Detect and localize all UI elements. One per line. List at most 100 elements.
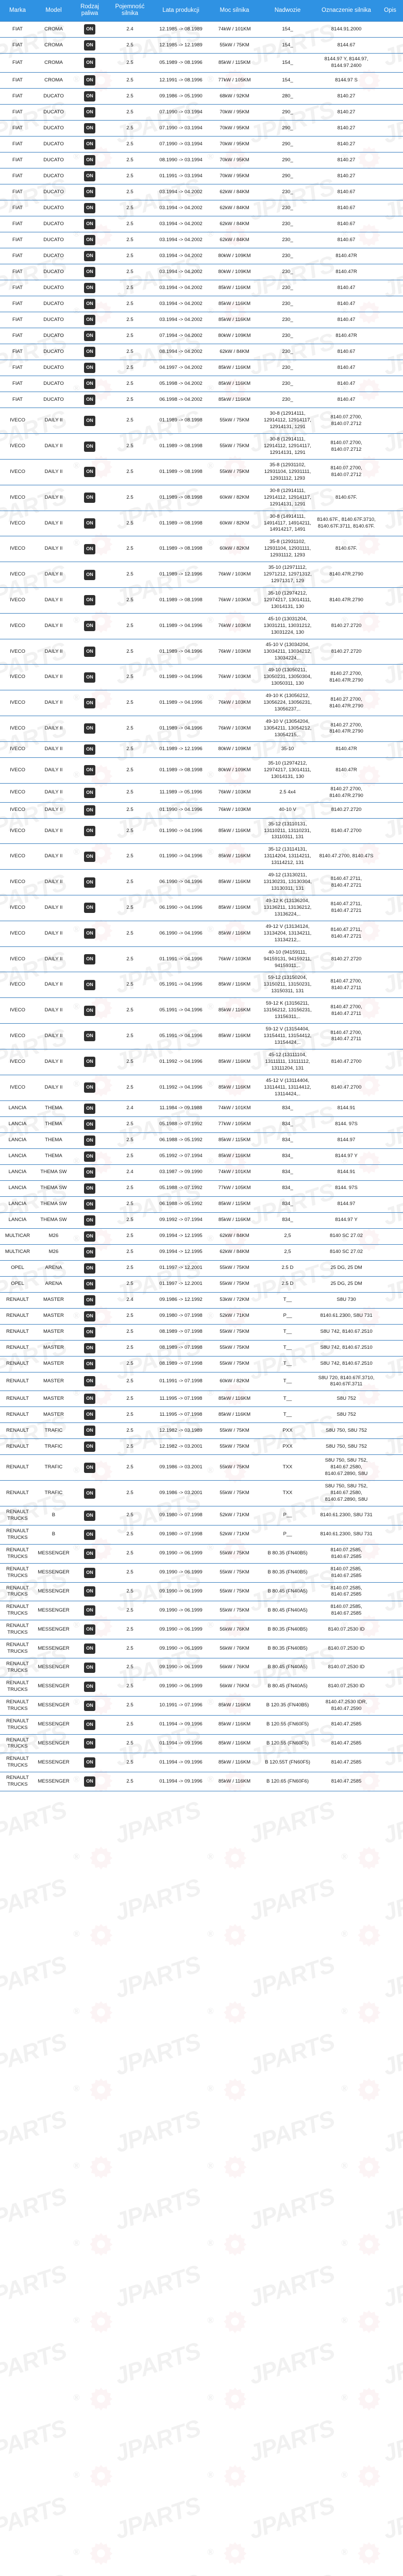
table-row[interactable]: RENAULT TRUCKS MESSENGER ON 2.5 09.1990 -> 0… [0, 1544, 403, 1564]
table-row[interactable]: IVECO DAILY II ON 2.5 01.1989 -> 08.1998 55kW… [0, 433, 403, 460]
table-row[interactable]: RENAULT TRUCKS MESSENGER ON 2.5 09.1990 -> 0… [0, 1676, 403, 1697]
table-row[interactable]: FIAT CROMA ON 2.5 12.1985 -> 12.1989 55kW / 7… [0, 37, 403, 54]
table-row[interactable]: RENAULT TRAFIC ON 2.5 12.1982 -> 03.2001 55kW… [0, 1438, 403, 1455]
table-row[interactable]: RENAULT TRUCKS B ON 2.5 09.1980 -> 07.1998 52… [0, 1524, 403, 1545]
table-row[interactable]: IVECO DAILY II ON 2.5 01.1992 -> 04.1996 85kW… [0, 1048, 403, 1075]
column-header-power[interactable]: Moc silnika [209, 0, 260, 22]
table-row[interactable]: FIAT DUCATO ON 2.5 03.1994 -> 04.2002 85kW / … [0, 280, 403, 297]
table-row[interactable]: IVECO DAILY II ON 2.5 05.1991 -> 04.1996 85kW… [0, 972, 403, 998]
table-row[interactable]: MULTICAR M26 ON 2.5 09.1994 -> 12.1995 62kW /… [0, 1244, 403, 1261]
table-row[interactable]: OPEL ARENA ON 2.5 01.1997 -> 12.2001 55kW / 7… [0, 1260, 403, 1277]
column-header-capacity[interactable]: Pojemność silnika [107, 0, 153, 22]
table-row[interactable]: MULTICAR M26 ON 2.5 09.1994 -> 12.1995 62kW /… [0, 1228, 403, 1245]
table-row[interactable]: IVECO DAILY II ON 2.5 01.1990 -> 04.1996 85kW… [0, 843, 403, 870]
table-row[interactable]: LANCIA THEMA ON 2.5 05.1992 -> 07.1994 85kW /… [0, 1148, 403, 1165]
table-row[interactable]: IVECO DAILY II ON 2.5 01.1989 -> 08.1998 60kW… [0, 484, 403, 511]
column-header-model[interactable]: Model [35, 0, 72, 22]
table-row[interactable]: FIAT DUCATO ON 2.5 03.1994 -> 04.2002 85kW / … [0, 312, 403, 329]
table-row[interactable]: RENAULT TRUCKS MESSENGER ON 2.5 09.1990 -> 0… [0, 1620, 403, 1640]
table-row[interactable]: IVECO DAILY II ON 2.5 01.1989 -> 08.1998 55kW… [0, 459, 403, 485]
table-row[interactable]: IVECO DAILY II ON 2.5 01.1989 -> 08.1998 60kW… [0, 510, 403, 537]
table-row[interactable]: RENAULT TRAFIC ON 2.5 09.1986 -> 03.2001 55kW… [0, 1454, 403, 1481]
table-row[interactable]: LANCIA THEMA ON 2.4 11.1984 -> 09.1988 74kW /… [0, 1100, 403, 1117]
table-row[interactable]: FIAT DUCATO ON 2.5 08.1994 -> 04.2002 62kW / … [0, 344, 403, 361]
table-row[interactable]: RENAULT TRAFIC ON 2.5 12.1982 -> 03.1989 55kW… [0, 1422, 403, 1439]
table-row[interactable]: FIAT DUCATO ON 2.5 09.1986 -> 05.1990 68kW / … [0, 88, 403, 105]
table-row[interactable]: IVECO DAILY II ON 2.5 01.1989 -> 08.1998 55kW… [0, 408, 403, 434]
table-row[interactable]: FIAT DUCATO ON 2.5 03.1994 -> 04.2002 80kW / … [0, 248, 403, 265]
table-row[interactable]: IVECO DAILY II ON 2.5 01.1989 -> 04.1996 76kW… [0, 613, 403, 639]
table-row[interactable]: FIAT DUCATO ON 2.5 07.1990 -> 03.1994 70kW / … [0, 104, 403, 121]
column-header-engine[interactable]: Oznaczenie silnika [315, 0, 377, 22]
table-row[interactable]: LANCIA THEMA ON 2.5 06.1988 -> 05.1992 85kW /… [0, 1132, 403, 1149]
table-row[interactable]: RENAULT MASTER ON 2.5 11.1995 -> 07.1998 85kW… [0, 1406, 403, 1423]
table-row[interactable]: LANCIA THEMA SW ON 2.4 03.1987 -> 09.1990 74k… [0, 1164, 403, 1181]
table-row[interactable]: RENAULT TRUCKS MESSENGER ON 2.5 09.1990 -> 0… [0, 1582, 403, 1602]
table-row[interactable]: FIAT DUCATO ON 2.5 03.1994 -> 04.2002 80kW / … [0, 264, 403, 281]
table-row[interactable]: IVECO DAILY II ON 2.5 05.1991 -> 04.1996 85kW… [0, 1023, 403, 1049]
table-row[interactable]: LANCIA THEMA SW ON 2.5 05.1988 -> 07.1992 77k… [0, 1180, 403, 1197]
table-row[interactable]: IVECO DAILY II ON 2.5 01.1990 -> 04.1996 85kW… [0, 818, 403, 844]
table-row[interactable]: FIAT DUCATO ON 2.5 08.1990 -> 03.1994 70kW / … [0, 152, 403, 169]
table-row[interactable]: LANCIA THEMA SW ON 2.5 06.1988 -> 05.1992 85k… [0, 1196, 403, 1213]
table-row[interactable]: FIAT DUCATO ON 2.5 03.1994 -> 04.2002 62kW / … [0, 184, 403, 201]
table-row[interactable]: IVECO DAILY II ON 2.5 01.1989 -> 04.1996 76kW… [0, 690, 403, 717]
table-row[interactable]: IVECO DAILY II ON 2.5 01.1989 -> 12.1996 80kW… [0, 741, 403, 758]
table-row[interactable]: IVECO DAILY II ON 2.5 01.1992 -> 04.1996 85kW… [0, 1074, 403, 1101]
table-row[interactable]: FIAT DUCATO ON 2.5 03.1994 -> 04.2002 85kW / … [0, 296, 403, 313]
table-row[interactable]: RENAULT MASTER ON 2.5 11.1995 -> 07.1998 85kW… [0, 1391, 403, 1408]
table-row[interactable]: FIAT CROMA ON 2.4 12.1985 -> 08.1989 74kW / 1… [0, 21, 403, 38]
table-row[interactable]: RENAULT MASTER ON 2.5 08.1989 -> 07.1998 55kW… [0, 1355, 403, 1372]
table-row[interactable]: RENAULT TRUCKS MESSENGER ON 2.5 09.1990 -> 0… [0, 1639, 403, 1658]
table-row[interactable]: FIAT DUCATO ON 2.5 04.1997 -> 04.2002 85kW / … [0, 360, 403, 377]
table-row[interactable]: FIAT DUCATO ON 2.5 07.1990 -> 03.1994 70kW / … [0, 136, 403, 153]
table-row[interactable]: IVECO DAILY II ON 2.5 01.1989 -> 08.1998 80kW… [0, 757, 403, 784]
table-row[interactable]: IVECO DAILY II ON 2.5 01.1989 -> 08.1998 60kW… [0, 536, 403, 563]
table-row[interactable]: RENAULT TRUCKS B ON 2.5 09.1980 -> 07.1998 52… [0, 1506, 403, 1526]
table-row[interactable]: IVECO DAILY II ON 2.5 06.1990 -> 04.1996 85kW… [0, 869, 403, 895]
table-row[interactable]: RENAULT TRUCKS MESSENGER ON 2.5 01.1994 -> 0… [0, 1772, 403, 1792]
table-row[interactable]: IVECO DAILY II ON 2.5 01.1989 -> 12.1996 76kW… [0, 562, 403, 588]
column-header-fuel[interactable]: Rodzaj paliwa [72, 0, 107, 22]
column-header-body[interactable]: Nadwozie [260, 0, 315, 22]
table-row[interactable]: FIAT CROMA ON 2.5 12.1991 -> 08.1996 77kW / 1… [0, 72, 403, 89]
table-row[interactable]: FIAT DUCATO ON 2.5 03.1994 -> 04.2002 62kW / … [0, 232, 403, 249]
column-header-desc[interactable]: Opis [377, 0, 403, 22]
table-row[interactable]: RENAULT TRUCKS MESSENGER ON 2.5 01.1994 -> 0… [0, 1734, 403, 1754]
table-row[interactable]: RENAULT MASTER ON 2.4 09.1986 -> 12.1992 53kW… [0, 1292, 403, 1309]
table-row[interactable]: FIAT DUCATO ON 2.5 07.1994 -> 04.2002 80kW / … [0, 328, 403, 345]
table-row[interactable]: RENAULT TRAFIC ON 2.5 09.1986 -> 03.2001 55kW… [0, 1480, 403, 1506]
table-row[interactable]: IVECO DAILY II ON 2.5 06.1990 -> 04.1996 85kW… [0, 895, 403, 921]
table-row[interactable]: FIAT DUCATO ON 2.5 03.1994 -> 04.2002 62kW / … [0, 216, 403, 233]
table-row[interactable]: OPEL ARENA ON 2.5 01.1997 -> 12.2001 55kW / 7… [0, 1276, 403, 1293]
table-row[interactable]: FIAT CROMA ON 2.5 05.1989 -> 08.1996 85kW / 1… [0, 53, 403, 73]
table-row[interactable]: RENAULT TRUCKS MESSENGER ON 2.5 10.1991 -> 0… [0, 1696, 403, 1716]
table-row[interactable]: RENAULT MASTER ON 2.5 08.1989 -> 07.1998 55kW… [0, 1324, 403, 1341]
table-row[interactable]: IVECO DAILY II ON 2.5 01.1990 -> 04.1996 76kW… [0, 802, 403, 819]
table-row[interactable]: RENAULT TRUCKS MESSENGER ON 2.5 01.1994 -> 0… [0, 1715, 403, 1735]
table-row[interactable]: RENAULT TRUCKS MESSENGER ON 2.5 09.1990 -> 0… [0, 1658, 403, 1677]
table-row[interactable]: RENAULT TRUCKS MESSENGER ON 2.5 01.1994 -> 0… [0, 1753, 403, 1773]
table-row[interactable]: IVECO DAILY II ON 2.5 01.1989 -> 04.1996 76kW… [0, 664, 403, 691]
column-header-marka[interactable]: Marka [0, 0, 35, 22]
table-row[interactable]: LANCIA THEMA SW ON 2.5 09.1992 -> 07.1994 85k… [0, 1212, 403, 1229]
table-row[interactable]: RENAULT TRUCKS MESSENGER ON 2.5 09.1990 -> 0… [0, 1601, 403, 1621]
table-row[interactable]: FIAT DUCATO ON 2.5 03.1994 -> 04.2002 62kW / … [0, 200, 403, 217]
table-row[interactable]: IVECO DAILY II ON 2.5 01.1989 -> 04.1996 76kW… [0, 638, 403, 665]
table-row[interactable]: IVECO DAILY II ON 2.5 01.1989 -> 04.1996 76kW… [0, 716, 403, 742]
table-row[interactable]: LANCIA THEMA ON 2.5 05.1988 -> 07.1992 77kW /… [0, 1116, 403, 1133]
table-row[interactable]: FIAT DUCATO ON 2.5 07.1990 -> 03.1994 70kW / … [0, 120, 403, 137]
table-row[interactable]: IVECO DAILY II ON 2.5 01.1989 -> 08.1998 76kW… [0, 587, 403, 614]
column-header-years[interactable]: Lata produkcji [153, 0, 209, 22]
table-row[interactable]: RENAULT MASTER ON 2.5 08.1989 -> 07.1998 55kW… [0, 1340, 403, 1357]
table-row[interactable]: FIAT DUCATO ON 2.5 06.1998 -> 04.2002 85kW / … [0, 392, 403, 409]
table-row[interactable]: RENAULT MASTER ON 2.5 09.1980 -> 07.1998 52kW… [0, 1308, 403, 1325]
table-row[interactable]: RENAULT MASTER ON 2.5 01.1991 -> 07.1998 60kW… [0, 1371, 403, 1392]
table-row[interactable]: IVECO DAILY II ON 2.5 01.1991 -> 04.1996 76kW… [0, 946, 403, 973]
table-row[interactable]: FIAT DUCATO ON 2.5 01.1991 -> 03.1994 70kW / … [0, 168, 403, 185]
table-row[interactable]: IVECO DAILY II ON 2.5 11.1989 -> 05.1996 76kW… [0, 783, 403, 803]
table-row[interactable]: IVECO DAILY II ON 2.5 06.1990 -> 04.1996 85kW… [0, 920, 403, 947]
table-row[interactable]: FIAT DUCATO ON 2.5 05.1998 -> 04.2002 85kW / … [0, 376, 403, 393]
table-row[interactable]: IVECO DAILY II ON 2.5 05.1991 -> 04.1996 85kW… [0, 997, 403, 1024]
table-row[interactable]: RENAULT TRUCKS MESSENGER ON 2.5 09.1990 -> 0… [0, 1563, 403, 1583]
